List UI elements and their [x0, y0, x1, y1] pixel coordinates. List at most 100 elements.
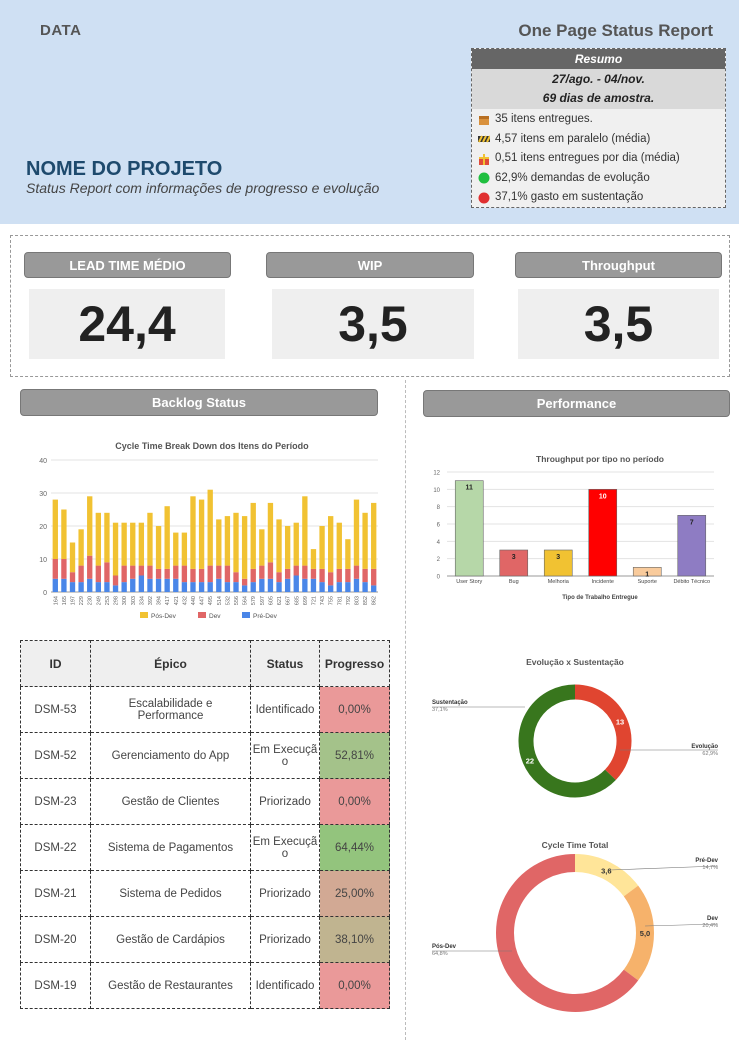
x-tick-label: 514 — [217, 596, 223, 605]
bar-segment — [121, 565, 127, 583]
cell-progresso: 25,00% — [319, 870, 390, 917]
bar-segment — [362, 512, 368, 569]
evolucao-sustentacao-chart: Evolução x Sustentação 13 Sustentação37,1… — [432, 657, 718, 798]
y-tick-label: 0 — [43, 590, 47, 597]
cell-status: Priorizado — [250, 916, 320, 963]
cycle-time-breakdown-chart: Cycle Time Break Down dos Itens do Perío… — [39, 441, 378, 620]
resumo-dates: 27/ago. - 04/nov. 69 dias de amostra. — [472, 69, 725, 109]
bar-segment — [95, 582, 101, 592]
cell-progresso: 0,00% — [319, 686, 390, 733]
bar-segment — [336, 522, 342, 569]
slice-value: 22 — [526, 756, 534, 765]
x-tick-label: Bug — [509, 579, 519, 585]
bar-segment — [69, 542, 76, 573]
x-tick-label: 755 — [329, 596, 335, 605]
x-tick-label: 417 — [165, 596, 171, 605]
x-tick-label: 230 — [88, 596, 94, 605]
kpi-label-wip: WIP — [266, 252, 474, 278]
bar-segment — [173, 532, 179, 566]
bar-segment — [198, 568, 205, 583]
resumo-item-text: 62,9% demandas de evolução — [495, 171, 650, 184]
bar-segment — [138, 565, 145, 576]
bar-segment — [138, 575, 145, 592]
bar-segment — [284, 568, 291, 579]
slice-percent: 37,1% — [432, 707, 448, 713]
bar-segment — [61, 559, 67, 579]
x-tick-label: 556 — [234, 596, 240, 605]
data-label: 10 — [599, 493, 607, 500]
bar-segment — [353, 499, 360, 566]
resumo-panel: Resumo 27/ago. - 04/nov. 69 dias de amos… — [471, 48, 726, 208]
column-header-status: Status — [250, 640, 320, 687]
bar-segment — [190, 568, 196, 583]
cell-status: Priorizado — [250, 778, 320, 825]
bar-segment — [319, 568, 325, 583]
cell-progresso: 0,00% — [319, 962, 390, 1009]
cell-id: DSM-23 — [20, 778, 91, 825]
box-icon — [478, 114, 490, 126]
y-tick-label: 6 — [437, 523, 441, 529]
x-tick-label: User Story — [456, 579, 482, 585]
bar-segment — [138, 522, 145, 566]
bar-segment — [293, 575, 299, 592]
x-tick-label: 392 — [148, 596, 154, 605]
bar-segment — [345, 539, 351, 569]
table-row: DSM-19 Gestão de Restaurantes Identificado… — [20, 962, 390, 1009]
x-tick-label: 495 — [208, 596, 214, 605]
bar-segment — [250, 582, 256, 592]
x-tick-label: Melhoria — [548, 579, 570, 585]
cell-epico: Gestão de Clientes — [90, 778, 251, 825]
bar-segment — [112, 575, 119, 586]
bar-segment — [302, 578, 308, 592]
bar-segment — [319, 526, 325, 569]
cell-epico: Gestão de Restaurantes — [90, 962, 251, 1009]
bar-segment — [293, 522, 299, 566]
slice-percent: 62,9% — [702, 751, 718, 757]
bar-segment — [130, 565, 136, 579]
resumo-item-text: 0,51 itens entregues por dia (média) — [495, 152, 680, 164]
chart-title: Cycle Time Total — [542, 840, 609, 850]
bar-segment — [319, 582, 325, 592]
project-subtitle: Status Report com informações de progres… — [26, 180, 380, 196]
bar-segment — [216, 519, 222, 566]
kpi-value-throughput: 3,5 — [518, 289, 719, 359]
legend-label: Pré-Dev — [253, 613, 278, 620]
report-title: One Page Status Report — [518, 21, 713, 40]
bar-segment — [310, 578, 317, 592]
resumo-item: 37,1% gasto em sustentação — [472, 188, 725, 208]
bar-segment — [155, 578, 162, 592]
epics-table: ID Épico Status Progresso DSM-53 Escalabi… — [20, 640, 390, 1009]
x-tick-label: 803 — [354, 596, 360, 605]
bar — [677, 515, 707, 577]
cell-epico: Escalabilidade e Performance — [90, 686, 251, 733]
resumo-period: 27/ago. - 04/nov. — [552, 72, 645, 86]
bar-segment — [336, 568, 342, 583]
bar-segment — [207, 489, 213, 566]
table-row: DSM-23 Gestão de Clientes Priorizado 0,00% — [20, 778, 390, 825]
cell-status: Em Execução — [250, 732, 320, 779]
resumo-item: 0,51 itens entregues por dia (média) — [472, 149, 725, 169]
kpi-panel — [10, 235, 730, 377]
x-tick-label: 621 — [277, 596, 283, 605]
bar-segment — [147, 565, 153, 579]
x-tick-label: 394 — [157, 596, 163, 605]
gift-icon — [478, 153, 490, 165]
bar-segment — [69, 582, 76, 592]
y-tick-label: 8 — [437, 505, 441, 511]
backlog-status-label: Backlog Status — [20, 389, 378, 416]
slice-label: Pré-Dev — [695, 858, 718, 864]
bar-segment — [190, 496, 196, 569]
x-tick-label: 164 — [53, 596, 59, 605]
x-tick-label: 447 — [200, 596, 206, 605]
x-tick-label: 862 — [372, 596, 378, 605]
bar-segment — [104, 582, 110, 592]
table-row: DSM-21 Sistema de Pedidos Priorizado 25,00% — [20, 870, 390, 917]
bar — [543, 549, 573, 577]
donut-slice — [496, 854, 639, 1012]
kpi-value-lead-time: 24,4 — [29, 289, 225, 359]
bar-segment — [328, 585, 334, 592]
slice-value: 13 — [616, 718, 624, 727]
cell-progresso: 0,00% — [319, 778, 390, 825]
legend-swatch — [198, 612, 206, 618]
bar-segment — [371, 568, 377, 586]
